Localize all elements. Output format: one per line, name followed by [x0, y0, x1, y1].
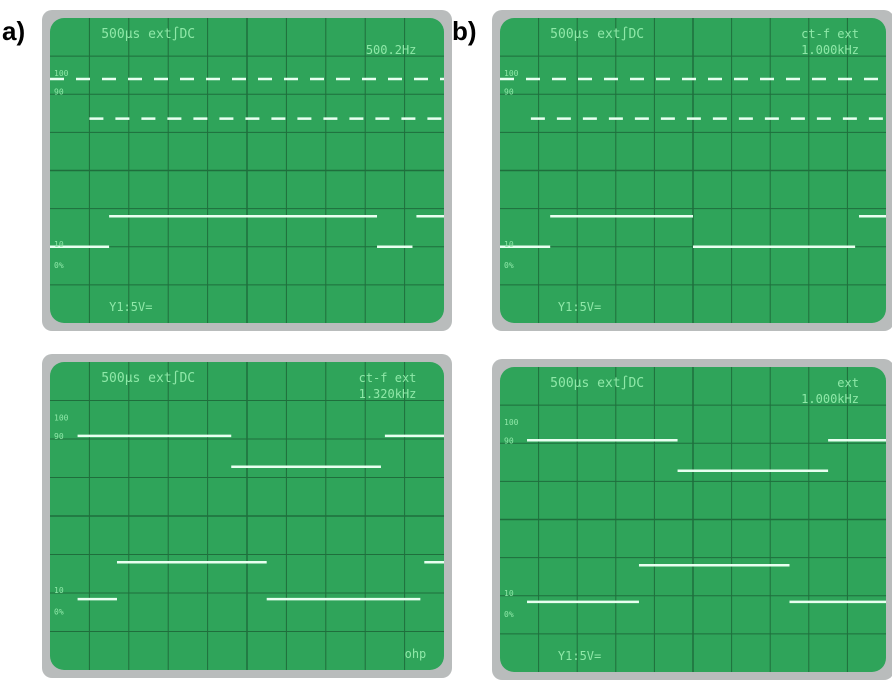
scale-mark: 90: [504, 436, 514, 445]
trigger-readout: ct-f ext: [359, 371, 417, 385]
scale-mark: 90: [504, 87, 514, 96]
frequency-readout: 1.000kHz: [801, 392, 859, 406]
timebase-readout: 500µs ext∫DC: [101, 370, 195, 386]
frequency-readout: 1.320kHz: [359, 387, 417, 401]
scale-mark: 10: [54, 240, 64, 249]
scale-mark: 100: [504, 418, 519, 427]
scope-panel: 500µs ext∫DC ct-f ext 1.000kHz Y1:5V= 100 90 1…: [492, 10, 892, 331]
volts-readout: Y1:5V=: [109, 300, 152, 314]
timebase-readout: 500µs ext∫DC: [550, 375, 644, 391]
scale-mark: 10: [504, 240, 514, 249]
frequency-readout: 500.2Hz: [366, 43, 417, 57]
volts-readout: Y1:5V=: [558, 649, 601, 663]
scale-mark: 0%: [54, 261, 64, 270]
volts-readout: Y1:5V=: [558, 300, 601, 314]
timebase-readout: 500µs ext∫DC: [101, 26, 195, 42]
panel-label: b): [452, 16, 477, 46]
scale-mark: 0%: [54, 608, 64, 617]
scope-panel: 500µs ext∫DC 500.2Hz Y1:5V= 100 90 10 0%: [42, 10, 452, 331]
panel-label: a): [2, 16, 25, 46]
scope-panel: 500µs ext∫DC ext 1.000kHz Y1:5V= 100 90 10 0%: [492, 359, 892, 680]
scale-mark: 100: [54, 69, 69, 78]
scale-mark: 100: [54, 414, 69, 423]
trigger-readout: ext: [837, 376, 859, 390]
oscilloscope-figure: a) b) 500µs ext∫DC 500.2Hz Y1:5V= 100 90 10 0%…: [0, 0, 892, 680]
timebase-readout: 500µs ext∫DC: [550, 26, 644, 42]
screen-note: ohp: [405, 647, 427, 661]
frequency-readout: 1.000kHz: [801, 43, 859, 57]
scale-mark: 100: [504, 69, 519, 78]
scale-mark: 0%: [504, 261, 514, 270]
scale-mark: 10: [54, 586, 64, 595]
trigger-readout: ct-f ext: [801, 27, 859, 41]
scale-mark: 90: [54, 432, 64, 441]
scale-mark: 10: [504, 589, 514, 598]
scale-mark: 0%: [504, 610, 514, 619]
scale-mark: 90: [54, 87, 64, 96]
scope-panel: 500µs ext∫DC ct-f ext 1.320kHz ohp 100 90 10 0%: [42, 354, 452, 678]
